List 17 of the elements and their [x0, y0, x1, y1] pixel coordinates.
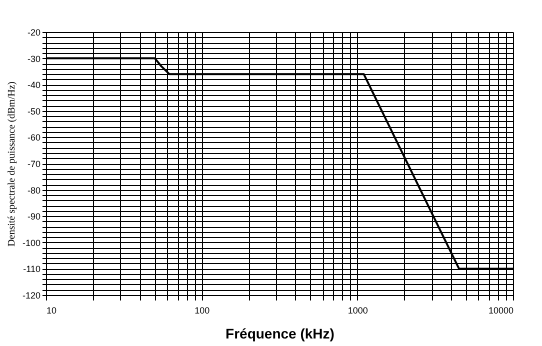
y-tick-label: -50: [27, 106, 40, 116]
y-tick-label: -90: [27, 212, 40, 222]
y-tick-label: -120: [22, 290, 40, 300]
x-tick-label: 100: [194, 306, 210, 316]
y-axis-title: Densité spectrale de puissance (dBm/Hz): [6, 82, 18, 246]
y-tick-label: -60: [27, 132, 40, 143]
y-tick-label: -80: [27, 185, 40, 196]
y-tick-label: -20: [27, 28, 40, 38]
y-tick-label: -30: [27, 54, 40, 64]
x-tick-label: 1000: [348, 306, 368, 316]
y-tick-label: -110: [23, 264, 40, 274]
y-tick-label: -100: [22, 238, 40, 248]
x-axis-title: Fréquence (kHz): [226, 326, 334, 342]
x-tick-label: 10000: [488, 306, 514, 316]
y-tick-label: -70: [27, 159, 40, 169]
x-tick-label: 10: [46, 306, 57, 316]
y-tick-label: -40: [27, 80, 40, 90]
